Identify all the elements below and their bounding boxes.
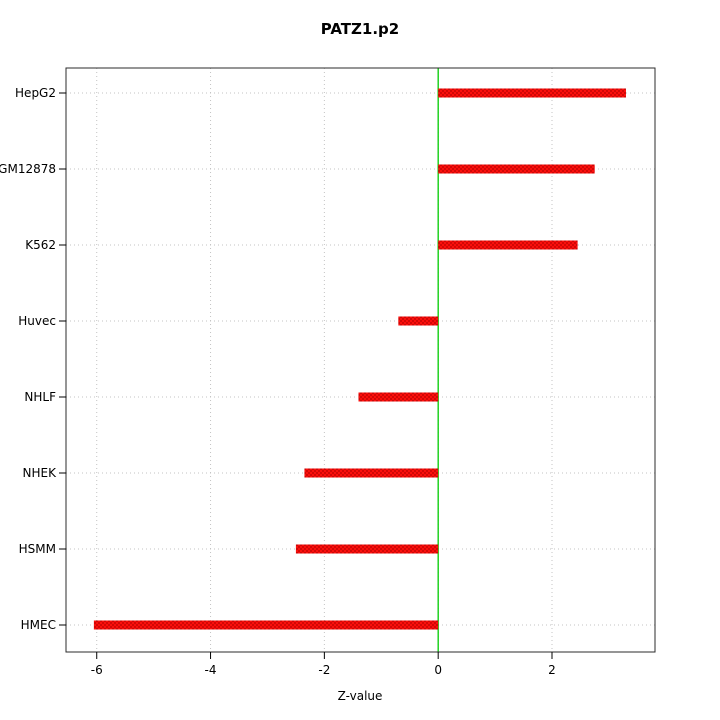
y-category-label: Huvec [18, 314, 56, 328]
x-tick-label: -2 [318, 663, 330, 677]
bar-K562 [438, 240, 578, 250]
y-category-label: K562 [25, 238, 56, 252]
bar-HMEC [93, 620, 439, 630]
bar-GM12878 [438, 164, 595, 174]
x-tick-label: 2 [548, 663, 556, 677]
bar-NHEK [304, 468, 439, 478]
x-tick-label: -4 [205, 663, 217, 677]
y-category-label: NHLF [24, 390, 56, 404]
y-category-label: GM12878 [0, 162, 56, 176]
y-category-label: HSMM [19, 542, 56, 556]
chart-title: PATZ1.p2 [320, 20, 400, 38]
plot-frame [65, 67, 656, 653]
x-tick-label: -6 [91, 663, 103, 677]
bar-HSMM [295, 544, 439, 554]
y-category-label: NHEK [23, 466, 58, 480]
x-axis-label: Z-value [337, 689, 383, 703]
bar-Huvec [398, 316, 439, 326]
y-category-label: HepG2 [15, 86, 56, 100]
bar-HepG2 [438, 88, 626, 98]
y-category-label: HMEC [21, 618, 56, 632]
x-tick-label: 0 [434, 663, 442, 677]
bar-NHLF [358, 392, 439, 402]
